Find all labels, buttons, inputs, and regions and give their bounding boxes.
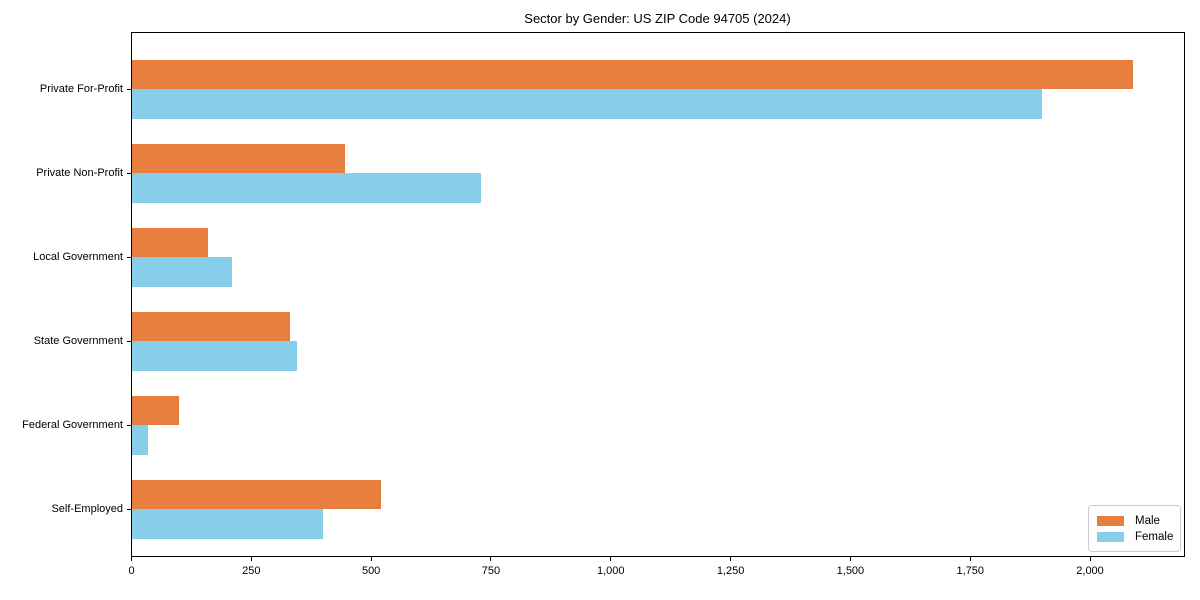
plot-area [130, 32, 1185, 557]
bar-female-state-government [131, 341, 297, 371]
bars-layer [131, 33, 1184, 556]
x-tick-label-500: 500 [361, 565, 381, 577]
x-tick-label-0: 0 [128, 565, 135, 577]
legend-entry-male: Male [1089, 513, 1180, 529]
y-tick-label-private-non-profit: Private Non-Profit [36, 167, 123, 180]
bar-female-federal-government [131, 425, 149, 455]
bar-male-self-employed [131, 479, 381, 510]
legend-entry-female: Female [1089, 529, 1180, 545]
bar-male-private-non-profit [131, 143, 345, 174]
x-tick-label-1250: 1,250 [716, 565, 745, 577]
x-tick-label-250: 250 [242, 565, 261, 577]
bar-female-self-employed [131, 509, 324, 539]
y-tick-label-federal-government: Federal Government [22, 419, 123, 432]
legend-swatch-male [1097, 516, 1124, 526]
x-tick-mark [610, 557, 612, 561]
x-tick-label-2000: 2,000 [1076, 565, 1104, 577]
legend: Male Female [1088, 505, 1181, 552]
x-tick-mark [730, 557, 732, 561]
y-tick-mark [126, 256, 131, 258]
x-tick-mark [131, 557, 132, 561]
y-tick-mark [126, 88, 131, 90]
legend-label-male: Male [1135, 515, 1160, 527]
bar-female-private-for-profit [131, 89, 1043, 119]
y-tick-mark [126, 172, 131, 174]
y-tick-mark [126, 508, 131, 510]
y-tick-label-state-government: State Government [33, 335, 123, 348]
bar-female-local-government [131, 257, 233, 287]
y-tick-label-private-for-profit: Private For-Profit [39, 83, 123, 96]
x-tick-mark [250, 557, 252, 561]
bar-female-private-non-profit [131, 173, 482, 203]
x-tick-label-1000: 1,000 [597, 565, 625, 577]
x-tick-mark [370, 557, 372, 561]
chart-title: Sector by Gender: US ZIP Code 94705 (202… [524, 11, 791, 26]
x-tick-label-1750: 1,750 [956, 565, 984, 577]
x-tick-mark [1089, 557, 1091, 561]
x-tick-mark [969, 557, 971, 561]
bar-male-private-for-profit [131, 59, 1134, 90]
y-tick-label-local-government: Local Government [33, 251, 123, 264]
y-tick-mark [126, 340, 131, 342]
legend-swatch-female [1097, 532, 1124, 542]
y-tick-mark [126, 424, 131, 426]
bar-male-federal-government [131, 395, 180, 426]
x-tick-label-750: 750 [481, 565, 501, 577]
x-tick-label-1500: 1,500 [836, 565, 865, 577]
bar-male-state-government [131, 311, 290, 342]
x-tick-mark [849, 557, 851, 561]
x-tick-mark [490, 557, 492, 561]
legend-label-female: Female [1135, 531, 1174, 543]
y-tick-label-self-employed: Self-Employed [51, 503, 123, 516]
bar-male-local-government [131, 227, 209, 258]
